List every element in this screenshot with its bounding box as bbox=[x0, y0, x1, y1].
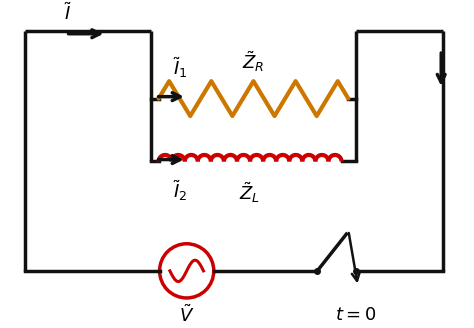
Text: $\tilde{I}$: $\tilde{I}$ bbox=[64, 3, 72, 24]
Text: $\tilde{I}_1$: $\tilde{I}_1$ bbox=[173, 55, 187, 80]
Text: $\tilde{I}_2$: $\tilde{I}_2$ bbox=[173, 178, 187, 203]
Text: $\tilde{V}$: $\tilde{V}$ bbox=[179, 305, 194, 326]
Text: $t = 0$: $t = 0$ bbox=[336, 306, 377, 324]
Text: $\tilde{Z}_L$: $\tilde{Z}_L$ bbox=[239, 180, 261, 205]
Text: $\tilde{Z}_R$: $\tilde{Z}_R$ bbox=[242, 50, 264, 74]
